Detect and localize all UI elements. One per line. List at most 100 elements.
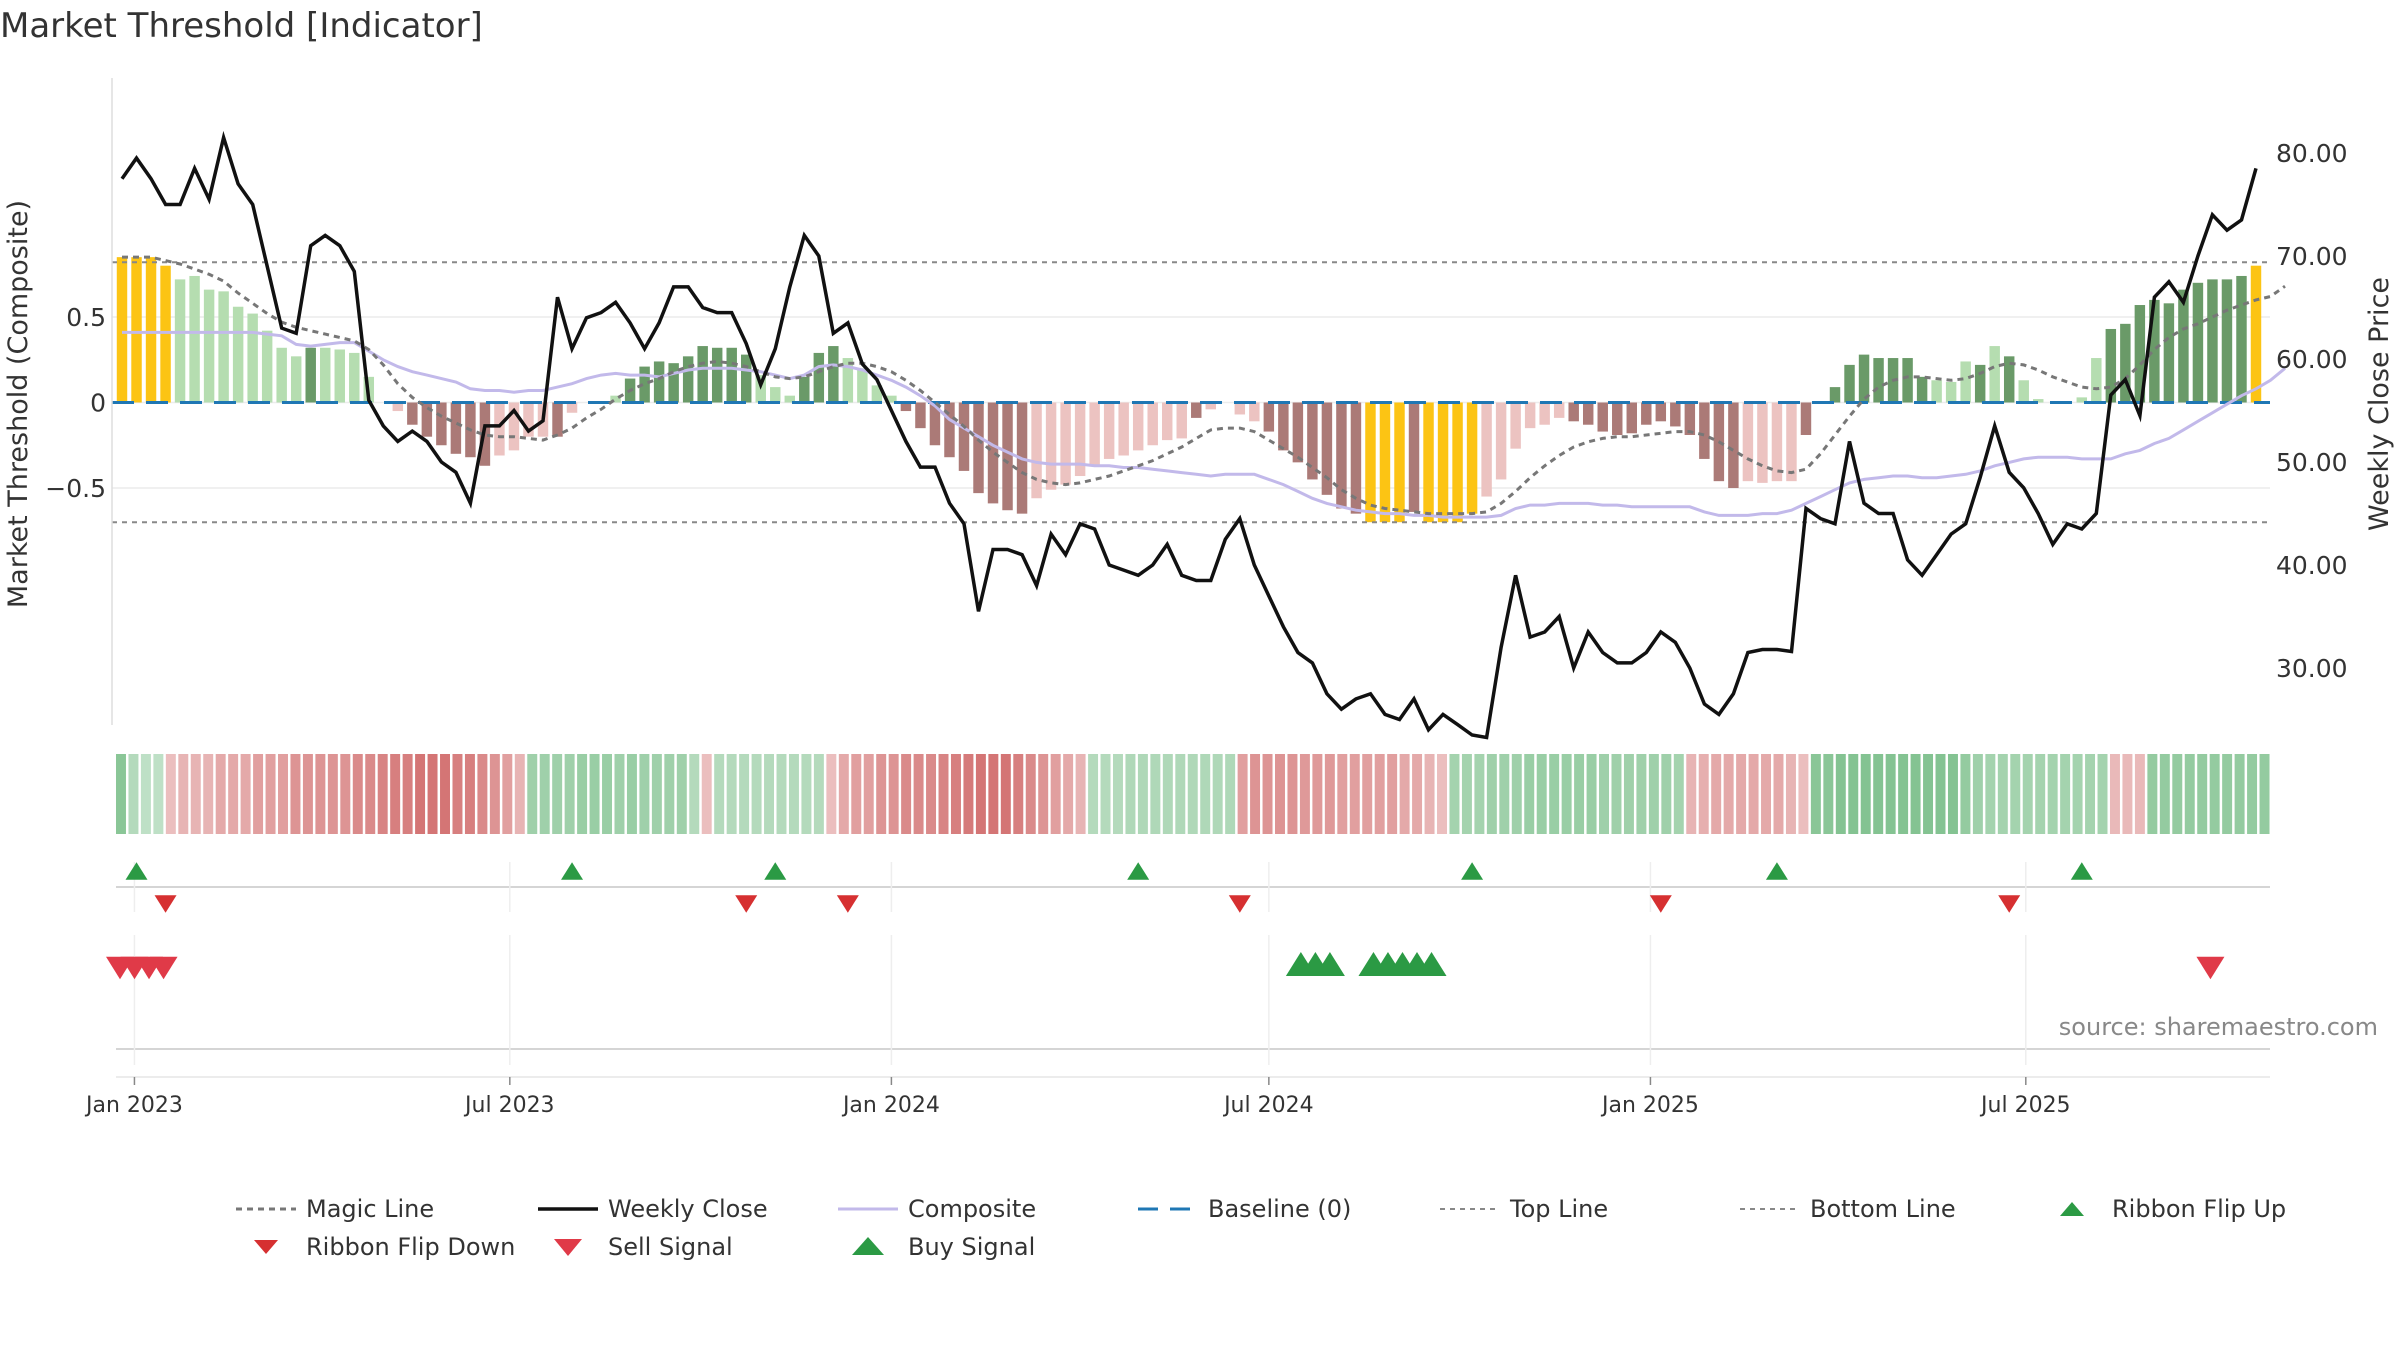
ribbon-cell [1848, 754, 1859, 834]
legend-symbol-close [538, 1207, 598, 1211]
ribbon-cell [1549, 754, 1560, 834]
legend-item-baseline: Baseline (0) [1136, 1195, 1351, 1223]
x-tick-label: Jan 2025 [1600, 1093, 1699, 1118]
ribbon-cell [203, 754, 214, 834]
ribbon-flip-down-marker [1228, 895, 1251, 913]
ribbon-cell [539, 754, 550, 834]
composite-bar [2134, 305, 2146, 403]
composite-bar [349, 352, 360, 403]
composite-bar [842, 358, 854, 403]
composite-bar [871, 385, 883, 403]
composite-bar [2221, 279, 2233, 403]
ribbon-cell [1611, 754, 1622, 834]
ribbon-cell [2234, 754, 2245, 834]
composite-bar [1495, 402, 1507, 480]
composite-bar [1132, 402, 1144, 451]
ribbon-cell [1947, 754, 1958, 834]
ribbon-cell [1636, 754, 1647, 834]
composite-bar [2091, 358, 2102, 403]
legend-symbol-bottom [1740, 1208, 1800, 1210]
composite-bar [1858, 354, 1870, 403]
composite-bar [1336, 402, 1347, 509]
legend-label: Baseline (0) [1208, 1195, 1352, 1223]
ribbon-cell [1972, 754, 1983, 834]
ribbon-cell [1648, 754, 1659, 834]
ribbon-cell [913, 754, 924, 834]
ribbon-cell [1711, 754, 1722, 834]
composite-bar [1829, 387, 1841, 403]
ribbon-cell [701, 754, 712, 834]
ribbon-cell [552, 754, 563, 834]
ribbon-cell [764, 754, 775, 834]
legend-label: Ribbon Flip Down [306, 1233, 516, 1261]
legend-label: Buy Signal [908, 1233, 1036, 1261]
y-right-tick-label: 50.00 [2276, 448, 2348, 477]
ribbon-cell [2222, 754, 2233, 834]
ribbon-cell [1075, 754, 1086, 834]
ribbon-cell [564, 754, 575, 834]
ribbon-cell [1997, 754, 2008, 834]
ribbon-cell [2197, 754, 2208, 834]
ribbon-cell [1424, 754, 1435, 834]
legend-symbol-composite [838, 1207, 898, 1211]
ribbon-cell [1673, 754, 1684, 834]
composite-bar [857, 368, 868, 403]
ribbon-cell [1262, 754, 1273, 834]
ribbon-cell [1312, 754, 1323, 834]
ribbon-cell [1698, 754, 1709, 834]
ribbon-flip-up-marker [1461, 862, 1484, 880]
ribbon-cell [1524, 754, 1535, 834]
ribbon-cell [2122, 754, 2133, 834]
x-tick-label: Jul 2023 [463, 1093, 555, 1118]
composite-bar [711, 347, 723, 403]
ribbon-cell [1885, 754, 1896, 834]
axes: 0.5 0 −0.5 80.00 70.00 60.00 50.00 40.00 30.00 [45, 78, 2348, 725]
ribbon-flip-up-marker [2070, 862, 2093, 880]
ribbon-cell [1412, 754, 1423, 834]
composite-bar [116, 257, 128, 403]
ribbon-cell [1150, 754, 1161, 834]
composite-bar [2120, 323, 2131, 403]
composite-bar [1539, 402, 1550, 425]
composite-bar [2207, 279, 2218, 403]
composite-bar [450, 402, 462, 454]
composite-bar [1742, 402, 1754, 482]
composite-bar [160, 265, 171, 403]
composite-bar [1771, 402, 1783, 482]
ribbon-cell [527, 754, 538, 834]
ribbon-cell [838, 754, 849, 834]
legend-label: Top Line [1510, 1195, 1609, 1223]
ribbon-cell [1536, 754, 1547, 834]
ribbon-cell [1810, 754, 1821, 834]
ribbon-cell [1287, 754, 1298, 834]
ribbon-cell [888, 754, 899, 834]
composite-bar [407, 402, 418, 425]
ribbon-cell [626, 754, 637, 834]
ribbon-cell [2172, 754, 2183, 834]
legend-label: Sell Signal [608, 1233, 733, 1261]
ribbon-cell [1349, 754, 1360, 834]
y-left-tick-label: −0.5 [45, 474, 106, 503]
ribbon-cell [2010, 754, 2021, 834]
ribbon-cell [440, 754, 450, 834]
ribbon-cell [1025, 754, 1036, 834]
ribbon-cell [1761, 754, 1772, 834]
legend-item-flipup: Ribbon Flip Up [2040, 1195, 2286, 1223]
composite-bar [958, 402, 970, 471]
ribbon-cell [327, 754, 338, 834]
ribbon-cell [938, 754, 949, 834]
ribbon-cell [2072, 754, 2083, 834]
composite-bar [653, 361, 665, 403]
ribbon-cell [614, 754, 625, 834]
legend-item-flipdown: Ribbon Flip Down [234, 1233, 515, 1261]
ribbon-cell [265, 754, 276, 834]
ribbon-cell [963, 754, 974, 834]
ribbon-cell [1200, 754, 1211, 834]
composite-bar [523, 402, 534, 437]
ribbon-cell [739, 754, 750, 834]
legend-symbol-buy [852, 1237, 884, 1255]
composite-bar [1321, 402, 1333, 495]
ribbon-cell [589, 754, 600, 834]
ribbon-cell [1237, 754, 1248, 834]
